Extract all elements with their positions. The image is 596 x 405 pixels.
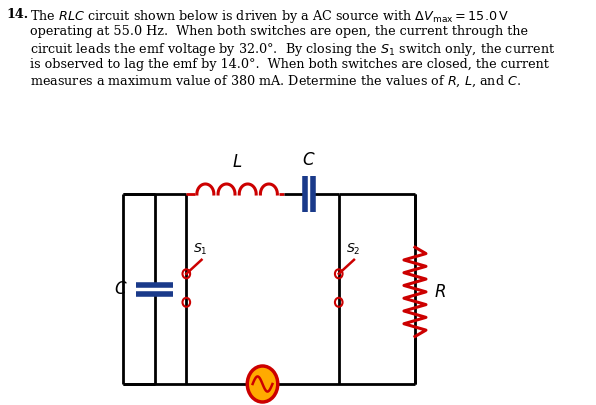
Circle shape xyxy=(247,366,278,402)
Text: $S_1$: $S_1$ xyxy=(193,241,208,256)
Text: $R$: $R$ xyxy=(434,284,446,301)
Text: is observed to lag the emf by 14.0°.  When both switches are closed, the current: is observed to lag the emf by 14.0°. Whe… xyxy=(30,58,550,70)
Text: $C$: $C$ xyxy=(302,151,316,168)
Text: measures a maximum value of 380 mA. Determine the values of $R$, $L$, and $C$.: measures a maximum value of 380 mA. Dete… xyxy=(30,74,522,89)
Text: The $\mathit{RLC}$ circuit shown below is driven by a AC source with $\Delta V_{: The $\mathit{RLC}$ circuit shown below i… xyxy=(30,8,510,25)
Text: circuit leads the emf voltage by 32.0°.  By closing the $S_1$ switch only, the c: circuit leads the emf voltage by 32.0°. … xyxy=(30,41,555,58)
Text: $C$: $C$ xyxy=(114,281,128,298)
Text: 14.: 14. xyxy=(7,8,29,21)
Text: $L$: $L$ xyxy=(232,153,242,171)
Text: $S_2$: $S_2$ xyxy=(346,241,360,256)
Text: operating at 55.0 Hz.  When both switches are open, the current through the: operating at 55.0 Hz. When both switches… xyxy=(30,24,529,37)
